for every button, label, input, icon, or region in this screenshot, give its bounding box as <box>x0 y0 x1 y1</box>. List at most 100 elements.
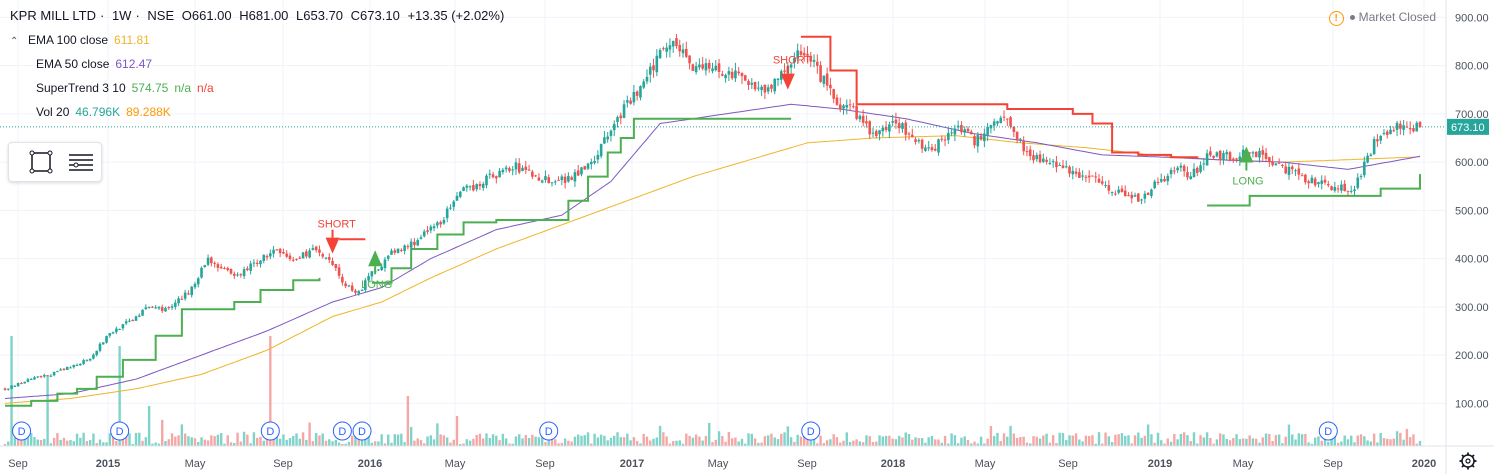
dividend-marker-icon[interactable]: D <box>110 421 130 441</box>
volume-bar <box>1232 438 1235 446</box>
collapse-icon[interactable]: ⌃ <box>10 36 19 47</box>
volume-bar <box>717 431 721 446</box>
rectangle-tool-icon[interactable] <box>27 148 55 176</box>
volume-bar <box>635 441 639 446</box>
candle-body <box>799 51 803 55</box>
volume-bar <box>577 434 580 446</box>
dividend-marker-icon[interactable]: D <box>12 421 32 441</box>
candle-body <box>1392 130 1396 132</box>
volume-bar <box>105 442 108 446</box>
candle-body <box>1343 183 1346 192</box>
candle-body <box>701 64 704 69</box>
candle-body <box>144 307 148 309</box>
volume-bar <box>174 436 177 446</box>
candle-body <box>455 195 459 201</box>
candle-body <box>1277 162 1281 164</box>
candle-body <box>557 179 560 181</box>
volume-bar <box>613 435 616 446</box>
list-tool-icon[interactable] <box>65 148 93 176</box>
candle-body <box>491 174 495 178</box>
candle-body <box>282 252 285 254</box>
volume-bar <box>16 434 20 446</box>
candle-body <box>979 135 983 140</box>
volume-bar <box>164 441 167 446</box>
dividend-marker-icon[interactable]: D <box>801 421 821 441</box>
volume-bar <box>983 443 986 446</box>
legend-volume-value: 46.796K <box>75 105 121 119</box>
volume-bar <box>917 438 921 446</box>
volume-bar <box>213 436 216 446</box>
candle-body <box>648 66 652 75</box>
candle-body <box>462 187 465 192</box>
dividend-marker-icon[interactable]: D <box>539 421 559 441</box>
volume-bar <box>793 441 796 446</box>
volume-bar <box>128 433 131 446</box>
candle-body <box>933 148 937 151</box>
volume-bar <box>947 443 950 446</box>
symbol-name[interactable]: KPR MILL LTD <box>10 8 96 23</box>
volume-bar <box>858 441 862 446</box>
volume-bar <box>26 434 30 446</box>
candle-body <box>809 55 813 62</box>
market-status[interactable]: ! Market Closed <box>1328 10 1436 26</box>
candle-body <box>527 169 531 171</box>
legend-volume[interactable]: Vol 20 46.796K 89.288K <box>36 105 171 119</box>
volume-bar <box>1186 435 1189 446</box>
volume-bar <box>216 434 220 446</box>
volume-bar <box>884 435 888 446</box>
candle-body <box>298 257 302 259</box>
candle-body <box>917 140 921 142</box>
candle-body <box>347 285 351 287</box>
volume-bar <box>524 434 527 446</box>
time-tick-label: 2017 <box>620 458 644 470</box>
volume-bar <box>737 441 740 446</box>
candle-body <box>632 92 636 103</box>
dividend-marker-icon[interactable]: D <box>332 421 352 441</box>
volume-bar <box>102 442 105 446</box>
candle-body <box>1369 154 1373 157</box>
candle-body <box>1094 176 1098 178</box>
candle-body <box>1186 172 1189 178</box>
volume-bar <box>1376 442 1379 446</box>
candle-body <box>1110 192 1114 194</box>
volume-bar <box>1133 435 1137 446</box>
dividend-marker-icon[interactable]: D <box>260 421 280 441</box>
candle-body <box>1405 126 1409 128</box>
dividend-marker-icon[interactable]: D <box>1318 421 1338 441</box>
volume-bar <box>593 433 596 446</box>
volume-bar <box>979 436 983 446</box>
candle-body <box>305 251 308 257</box>
settings-gear-icon[interactable] <box>1459 452 1477 470</box>
volume-bar <box>1074 433 1078 446</box>
volume-bar <box>233 442 236 446</box>
candle-body <box>269 253 272 257</box>
volume-bar <box>914 437 917 446</box>
candle-body <box>255 262 259 264</box>
volume-bar <box>95 443 98 446</box>
candle-body <box>524 166 528 171</box>
candle-body <box>236 274 239 276</box>
volume-bar <box>229 442 233 446</box>
volume-bar <box>950 433 953 446</box>
volume-bar <box>609 437 613 446</box>
candle-body <box>488 173 492 175</box>
legend-ema100[interactable]: ⌃ EMA 100 close 611.81 <box>10 33 150 47</box>
legend-supertrend[interactable]: SuperTrend 3 10 574.75 n/a n/a <box>36 81 214 95</box>
volume-bar <box>396 434 400 446</box>
volume-bar <box>1238 439 1242 446</box>
candle-body <box>190 286 194 296</box>
legend-ema50[interactable]: EMA 50 close 612.47 <box>36 57 152 71</box>
volume-bar <box>963 436 966 446</box>
candle-body <box>671 40 675 47</box>
price-tick-label: 800.00 <box>1455 61 1489 73</box>
volume-bar <box>445 437 449 446</box>
candle-body <box>593 161 596 164</box>
interval-label[interactable]: 1W <box>111 8 132 23</box>
volume-bar <box>367 435 370 446</box>
volume-bar <box>727 432 731 446</box>
dividend-marker-icon[interactable]: D <box>352 421 372 441</box>
change-value: +13.35 (+2.02%) <box>407 8 505 23</box>
candle-body <box>1212 155 1215 158</box>
volume-bar <box>835 437 839 446</box>
